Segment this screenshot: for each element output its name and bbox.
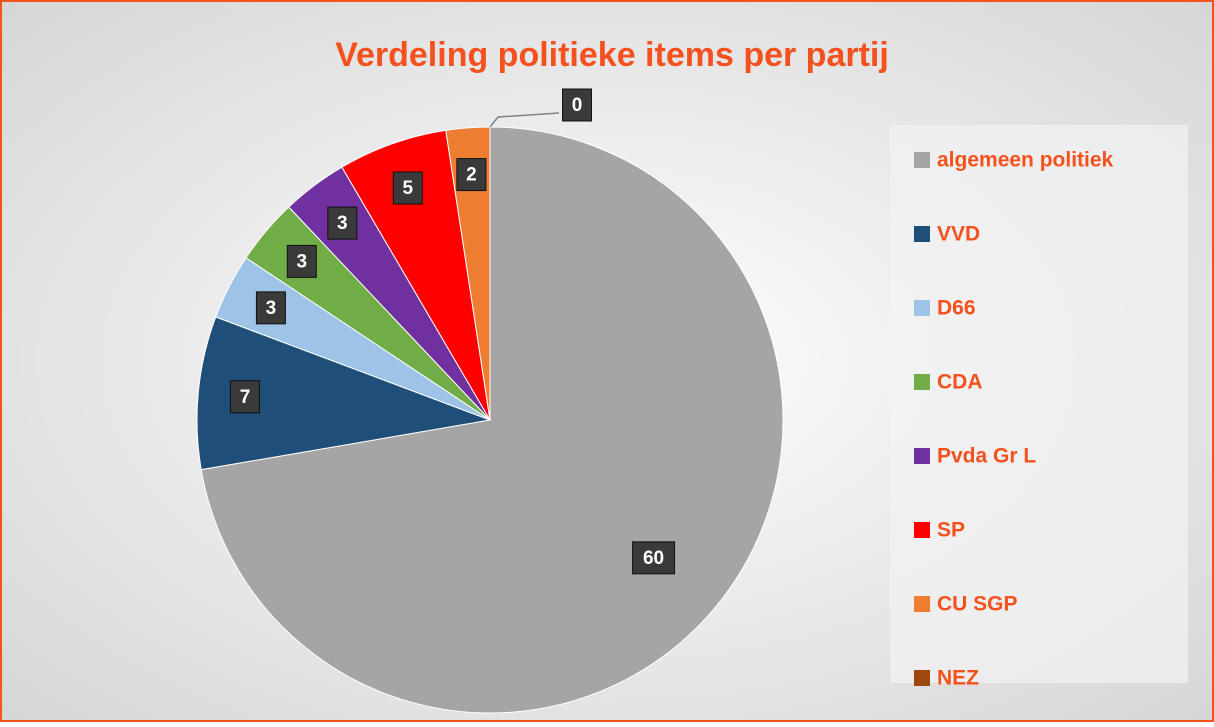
legend-label: Pvda Gr L [937, 445, 1036, 468]
data-label-box [255, 291, 286, 325]
legend-label: algemeen politiek [937, 149, 1114, 172]
pie-slice [196, 316, 492, 471]
legend-label: D66 [937, 297, 976, 320]
legend-label: CU SGP [937, 593, 1018, 616]
data-label: 3 [266, 298, 277, 319]
legend-swatch [914, 374, 930, 390]
data-label: 3 [337, 213, 348, 234]
data-label-box [392, 171, 423, 205]
data-label-box [229, 380, 260, 414]
data-label: 3 [297, 251, 308, 272]
data-label-box [286, 244, 317, 278]
data-label-box [456, 158, 487, 192]
leader-line [489, 112, 560, 128]
legend-swatch [914, 670, 930, 686]
legend-swatch [914, 596, 930, 612]
data-label: 0 [572, 95, 583, 116]
data-label-box [562, 88, 592, 122]
legend-swatch [914, 300, 930, 316]
data-label: 5 [402, 178, 413, 199]
legend-swatch [914, 152, 930, 168]
legend-label: SP [937, 519, 965, 542]
chart-title: Verdeling politieke items per partij [335, 36, 889, 74]
data-label-box [327, 206, 358, 240]
legend-swatch [914, 522, 930, 538]
legend-swatch [914, 226, 930, 242]
legend-swatch [914, 448, 930, 464]
legend-box [890, 125, 1188, 683]
legend-label: CDA [937, 371, 983, 394]
data-label-box [632, 541, 676, 575]
data-label: 7 [240, 387, 251, 408]
data-label: 60 [643, 548, 664, 569]
legend-label: NEZ [937, 667, 979, 690]
data-label: 2 [466, 165, 477, 186]
legend-label: VVD [937, 223, 980, 246]
